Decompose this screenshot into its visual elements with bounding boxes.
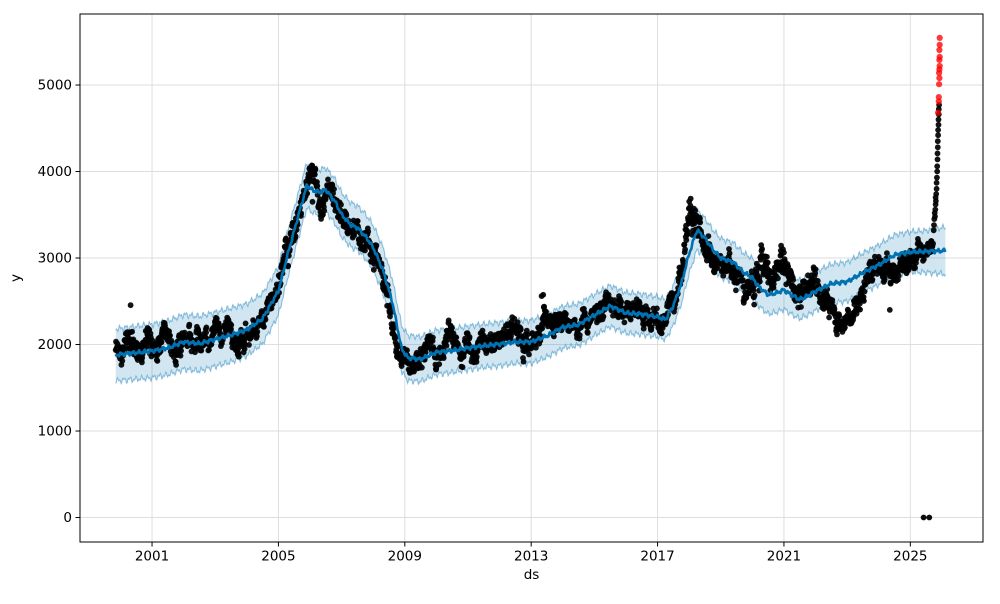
x-tick-label: 2017 [640,549,674,565]
x-tick-label: 2025 [893,549,927,565]
x-tick-label: 2001 [135,549,169,565]
x-tick-label: 2021 [767,549,801,565]
y-tick-label: 4000 [38,164,72,180]
x-tick-label: 2005 [261,549,295,565]
x-tick-label: 2013 [514,549,548,565]
y-axis-label: y [8,274,24,282]
y-tick-label: 2000 [38,337,72,353]
forecast-line [114,183,947,363]
anomaly-points [935,34,943,116]
uncertainty-band-lower-edge [115,205,946,386]
y-tick-label: 5000 [38,78,72,94]
zero-value-points [920,514,933,521]
x-axis-label: ds [524,567,540,583]
grid-lines [80,14,983,542]
y-tick-label: 1000 [38,424,72,440]
axes: 2001 2005 2009 2013 2017 2021 2025 0 1000 2000 300… [38,13,984,565]
y-tick-label: 3000 [38,251,72,267]
x-tick-label: 2009 [388,549,422,565]
forecast-line-path [114,183,947,363]
y-tick-label: 0 [63,510,72,526]
end-spike-points [930,102,942,234]
